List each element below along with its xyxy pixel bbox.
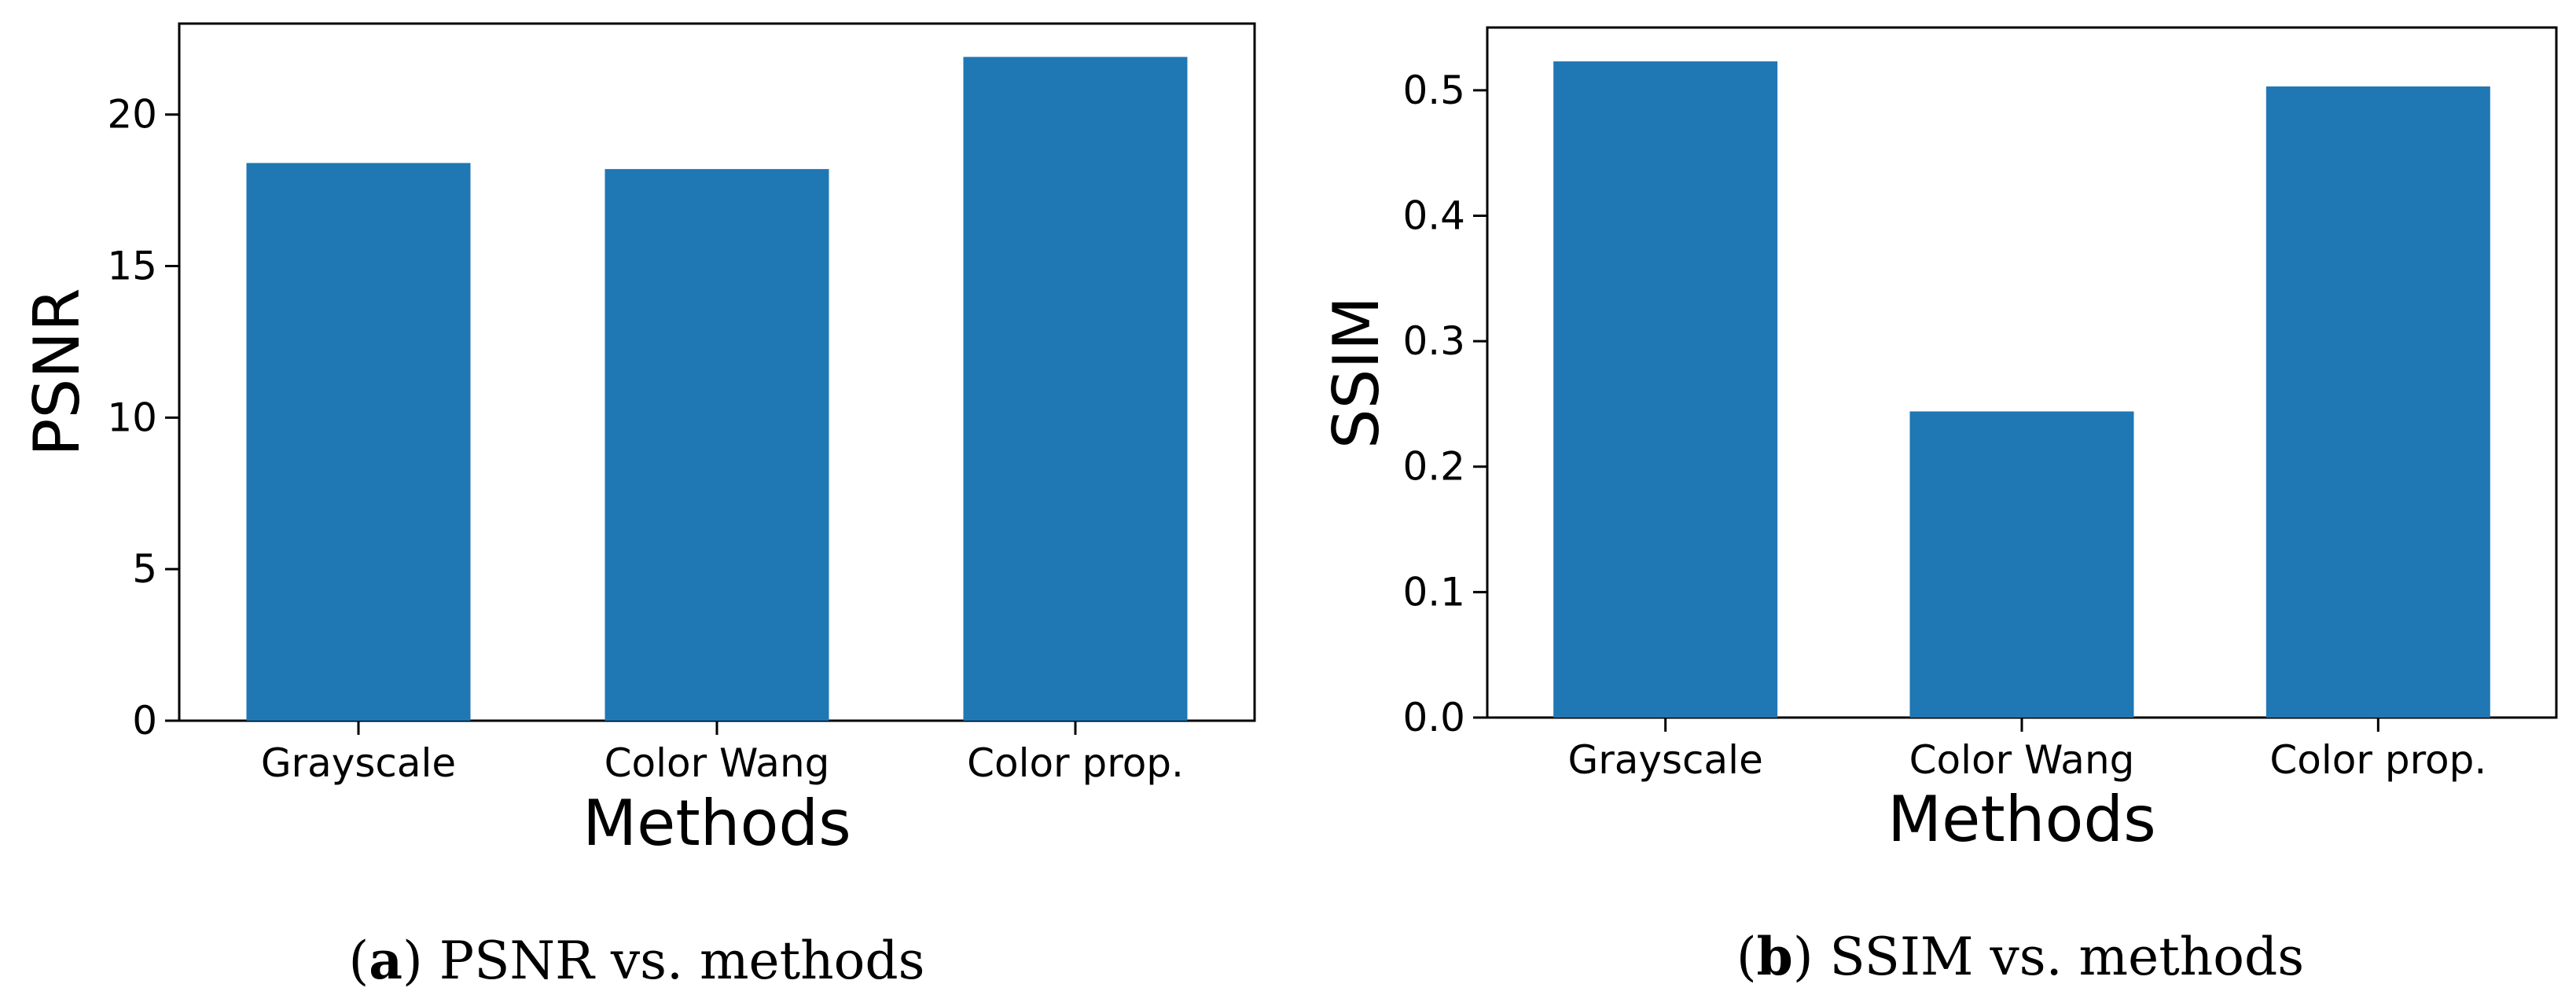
y-tick-label: 20 bbox=[107, 92, 157, 138]
caption-paren-close: ) bbox=[1793, 927, 1830, 987]
x-ticks: Grayscale Color Wang Color prop. bbox=[1567, 718, 2486, 783]
y-tick-label: 10 bbox=[107, 395, 157, 440]
y-tick-label: 0.2 bbox=[1402, 444, 1465, 490]
y-tick-label: 0.0 bbox=[1402, 695, 1465, 740]
y-axis-label: SSIM bbox=[1320, 296, 1393, 449]
caption-paren-open: ( bbox=[1736, 927, 1757, 987]
bars-group bbox=[246, 57, 1188, 721]
y-tick-label: 15 bbox=[107, 244, 157, 289]
y-axis-label: PSNR bbox=[20, 288, 94, 456]
bar-color-prop bbox=[963, 57, 1188, 721]
y-ticks: 0 5 10 15 20 bbox=[107, 92, 179, 743]
caption-text: SSIM vs. methods bbox=[1830, 927, 2305, 987]
chart-panel-ssim: 0.0 0.1 0.2 0.3 0.4 0.5 Grayscale Color Wang Co… bbox=[1320, 26, 2558, 987]
bar-grayscale bbox=[246, 163, 471, 721]
x-tick-label: Color prop. bbox=[2269, 737, 2486, 783]
x-tick-label: Grayscale bbox=[1567, 737, 1762, 783]
y-tick-label: 0.3 bbox=[1402, 318, 1465, 364]
y-tick-label: 0.4 bbox=[1402, 193, 1465, 238]
x-tick-label: Grayscale bbox=[261, 740, 456, 786]
x-axis-label: Methods bbox=[1887, 783, 2156, 856]
caption: (a) PSNR vs. methods bbox=[349, 930, 925, 991]
caption-letter: a bbox=[369, 930, 402, 991]
caption: (b) SSIM vs. methods bbox=[1736, 926, 2304, 987]
caption-paren-close: ) bbox=[402, 931, 439, 991]
caption-paren-open: ( bbox=[349, 931, 369, 991]
x-tick-label: Color Wang bbox=[1909, 737, 2135, 783]
y-tick-label: 0 bbox=[132, 698, 157, 743]
bar-color-wang bbox=[604, 169, 829, 721]
y-tick-label: 0.5 bbox=[1402, 68, 1465, 113]
x-ticks: Grayscale Color Wang Color prop. bbox=[261, 721, 1184, 786]
caption-letter: b bbox=[1757, 926, 1793, 987]
bar-color-prop bbox=[2265, 86, 2490, 718]
bars-group bbox=[1553, 61, 2490, 718]
bar-color-wang bbox=[1909, 411, 2134, 718]
x-axis-label: Methods bbox=[582, 787, 851, 860]
y-tick-label: 0.1 bbox=[1402, 569, 1465, 615]
y-tick-label: 5 bbox=[132, 546, 157, 592]
caption-text: PSNR vs. methods bbox=[439, 931, 925, 991]
x-tick-label: Color Wang bbox=[604, 740, 830, 786]
y-ticks: 0.0 0.1 0.2 0.3 0.4 0.5 bbox=[1402, 68, 1487, 740]
bar-grayscale bbox=[1553, 61, 1778, 718]
x-tick-label: Color prop. bbox=[967, 740, 1184, 786]
